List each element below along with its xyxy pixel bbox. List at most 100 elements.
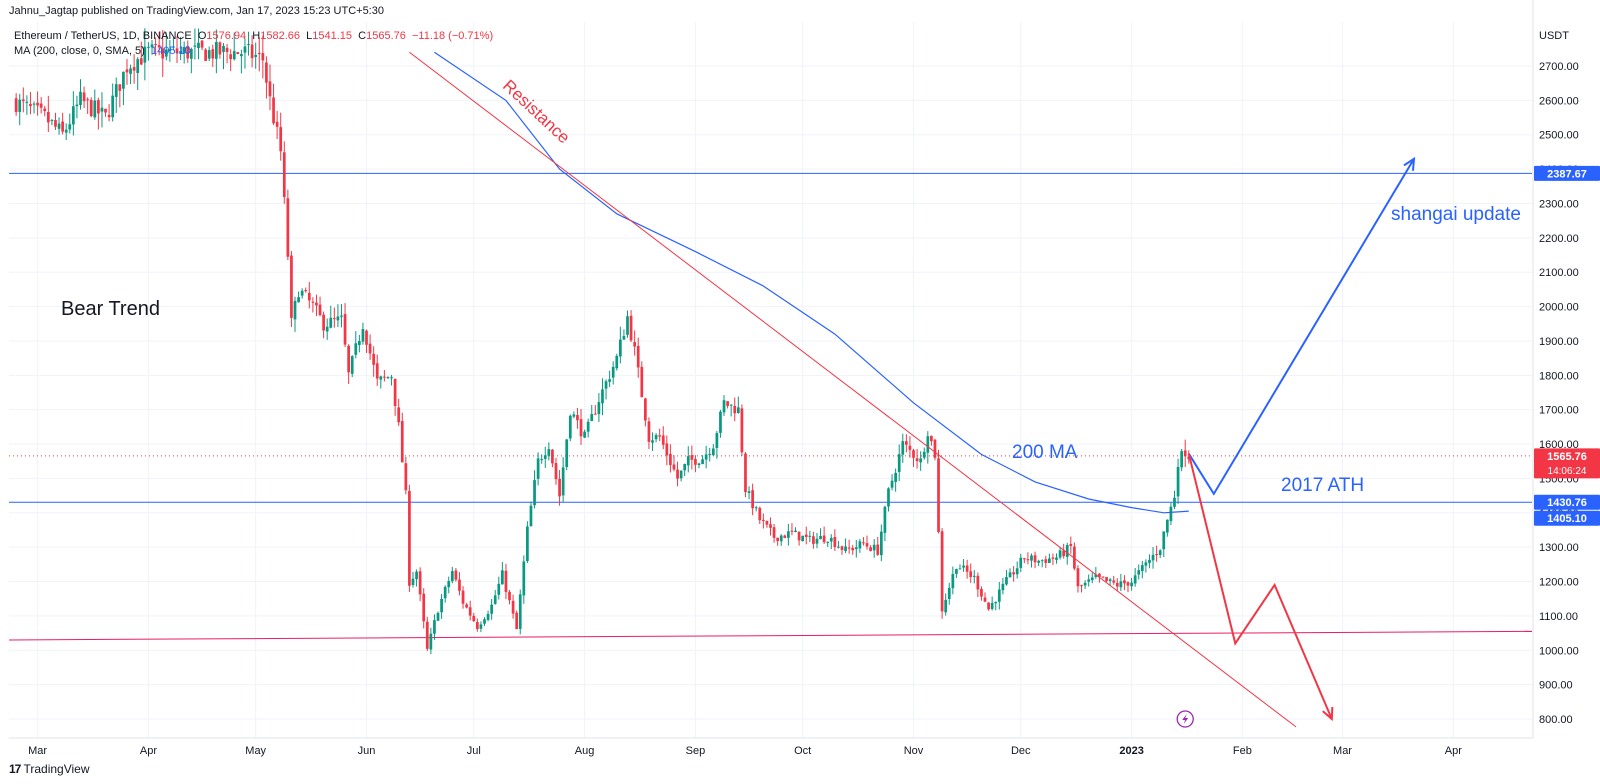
candle-body xyxy=(1080,585,1083,587)
candle xyxy=(154,37,157,56)
candle xyxy=(14,93,18,116)
tradingview-brand[interactable]: 17 TradingView xyxy=(9,762,90,776)
candle-body xyxy=(622,336,626,340)
candle xyxy=(1169,502,1173,526)
candle xyxy=(894,468,897,492)
candle-body xyxy=(576,415,579,421)
candle-body xyxy=(686,456,690,466)
candle xyxy=(311,297,315,313)
candle-body xyxy=(586,421,590,432)
candle xyxy=(136,57,140,91)
candle xyxy=(844,538,847,554)
candle-body xyxy=(812,536,815,544)
ma-indicator-label[interactable]: MA (200, close, 0, SMA, 5) xyxy=(14,45,145,57)
candle xyxy=(486,610,490,622)
candle-body xyxy=(644,398,647,421)
candle-body xyxy=(247,44,250,46)
candle-body xyxy=(425,621,429,649)
candle xyxy=(433,614,436,640)
candle xyxy=(990,596,994,611)
candle xyxy=(1130,577,1133,591)
candle xyxy=(1094,567,1098,579)
candle-body xyxy=(1144,562,1148,566)
candle xyxy=(46,95,50,132)
candle xyxy=(365,329,368,353)
price-tick-label: 2500.00 xyxy=(1539,130,1579,142)
candle-body xyxy=(533,480,536,506)
candle xyxy=(508,589,511,605)
candle xyxy=(61,112,64,135)
candle-body xyxy=(593,413,597,415)
candle xyxy=(172,37,175,51)
price-tick-label: 2300.00 xyxy=(1539,198,1579,210)
candle-body xyxy=(1098,573,1101,577)
candle xyxy=(404,456,408,495)
candle-body xyxy=(329,317,333,328)
candle-body xyxy=(139,58,143,65)
candle-body xyxy=(672,464,676,470)
candle xyxy=(997,582,1001,610)
candle xyxy=(980,586,983,601)
candle-body xyxy=(300,290,304,296)
candle xyxy=(715,430,719,459)
candle-body xyxy=(1069,543,1073,547)
price-tick-label: 2700.00 xyxy=(1539,61,1579,73)
candle-body xyxy=(265,62,268,83)
candle-body xyxy=(951,573,955,589)
candle xyxy=(769,517,772,536)
candle xyxy=(293,296,297,332)
candle-body xyxy=(779,535,783,542)
candle-body xyxy=(1055,557,1058,560)
candle-body xyxy=(61,121,64,132)
candle xyxy=(897,444,901,482)
candle-body xyxy=(29,104,32,107)
candle xyxy=(1144,559,1148,573)
candle-body xyxy=(1044,559,1048,563)
candle xyxy=(265,56,268,99)
candle xyxy=(97,97,100,130)
candle xyxy=(951,566,955,595)
candle-body xyxy=(200,40,204,48)
candle xyxy=(840,545,844,555)
candle xyxy=(976,572,980,598)
ma200-label: 200 MA xyxy=(1012,442,1078,463)
candle xyxy=(983,592,987,603)
candle-body xyxy=(894,472,897,482)
candle-body xyxy=(833,537,837,547)
candle-body xyxy=(1165,519,1169,533)
candle xyxy=(243,38,247,69)
time-tick-label: Apr xyxy=(140,745,157,757)
candle xyxy=(804,526,808,545)
candle xyxy=(107,104,111,122)
price-tick-label: 900.00 xyxy=(1539,680,1573,692)
candle xyxy=(1105,576,1108,583)
candle-body xyxy=(1133,575,1137,584)
candle xyxy=(104,108,107,117)
candle-body xyxy=(415,571,418,580)
price-tick-label: 800.00 xyxy=(1539,714,1573,726)
candle xyxy=(801,535,805,542)
candle xyxy=(372,346,376,377)
candle-body xyxy=(325,326,329,332)
candle-body xyxy=(282,152,286,197)
candle xyxy=(922,447,926,460)
candle-body xyxy=(189,48,193,59)
symbol-title[interactable]: Ethereum / TetherUS, 1D, BINANCE xyxy=(14,30,192,42)
candle-body xyxy=(393,378,397,406)
candle xyxy=(819,528,822,540)
candle-body xyxy=(511,600,515,614)
candle xyxy=(540,454,544,464)
candle-body xyxy=(987,602,990,610)
candle xyxy=(257,37,261,72)
candle-body xyxy=(572,414,576,417)
candle-body xyxy=(129,68,132,74)
candle-body xyxy=(711,448,715,456)
candle-body xyxy=(904,441,908,445)
candle-body xyxy=(626,316,629,335)
candle xyxy=(447,576,451,594)
candle xyxy=(1119,573,1123,591)
candle xyxy=(640,361,644,398)
candle xyxy=(536,452,540,486)
candle xyxy=(93,89,97,120)
